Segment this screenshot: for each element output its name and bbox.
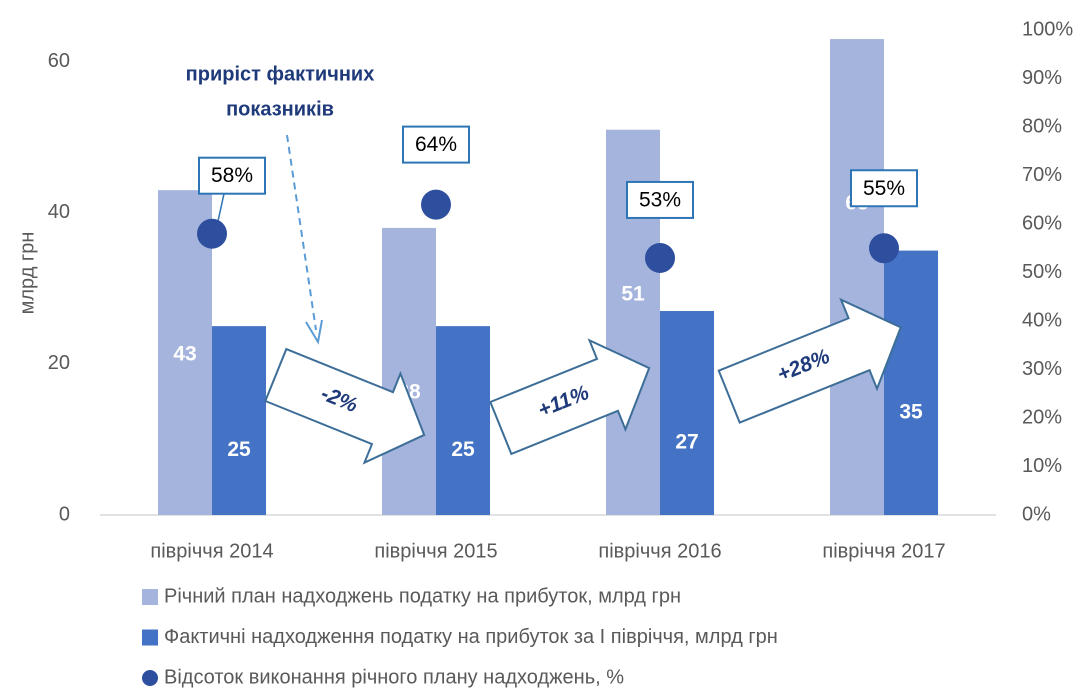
legend-marker — [142, 670, 158, 686]
y2-tick-label: 100% — [1022, 18, 1073, 40]
x-tick-label: півріччя 2016 — [598, 540, 721, 562]
point-value-label: 53% — [639, 188, 681, 211]
y2-tick-label: 90% — [1022, 67, 1062, 89]
y2-tick-label: 70% — [1022, 164, 1062, 186]
arrow-shape — [264, 347, 426, 465]
bar — [660, 311, 714, 515]
y2-tick-label: 60% — [1022, 212, 1062, 234]
point-value-label: 58% — [211, 164, 253, 187]
y-tick-label: 40 — [48, 201, 70, 223]
y2-tick-label: 10% — [1022, 455, 1062, 477]
bar — [212, 326, 266, 515]
arrow-shape — [717, 297, 903, 424]
legend-label: Річний план надходжень податку на прибут… — [164, 585, 681, 607]
y-tick-label: 0 — [59, 503, 70, 525]
bar-value-label: 35 — [899, 400, 923, 423]
bar — [382, 227, 436, 515]
y2-tick-label: 0% — [1022, 503, 1051, 525]
label-box — [402, 125, 470, 164]
bar — [830, 39, 884, 515]
point — [197, 218, 227, 249]
bar-value-label: 25 — [227, 438, 251, 461]
y2-tick-label: 50% — [1022, 261, 1062, 283]
label-box — [626, 180, 694, 219]
point — [645, 242, 675, 273]
point-value-label: 55% — [863, 177, 905, 200]
growth-arrow: +11% — [489, 338, 651, 456]
label-box — [198, 156, 266, 195]
label-box — [850, 169, 918, 208]
bar — [884, 250, 938, 515]
annotation: приріст фактичних — [186, 63, 375, 85]
x-tick-label: півріччя 2015 — [374, 540, 497, 562]
point-value-label: 64% — [415, 133, 457, 156]
y-tick-label: 20 — [48, 352, 70, 374]
bar-value-label: 43 — [173, 343, 196, 366]
bar-value-label: 25 — [451, 438, 475, 461]
growth-arrow: +28% — [717, 297, 903, 424]
bar-value-label: 51 — [621, 282, 645, 305]
y2-tick-label: 20% — [1022, 406, 1062, 428]
x-tick-label: півріччя 2014 — [150, 540, 273, 562]
x-tick-label: півріччя 2017 — [822, 540, 945, 562]
annotation-arrow — [286, 134, 317, 331]
y2-tick-label: 80% — [1022, 115, 1062, 137]
point — [869, 233, 899, 264]
y-axis-label: млрд грн — [16, 232, 38, 315]
annotation: показників — [226, 98, 334, 120]
point — [421, 189, 451, 220]
bar-value-label: 27 — [675, 431, 698, 454]
legend-label: Відсоток виконання річного плану надходж… — [164, 666, 624, 688]
bar — [436, 326, 490, 515]
legend-marker — [142, 589, 158, 605]
arrow-shape — [489, 338, 651, 456]
y2-tick-label: 40% — [1022, 309, 1062, 331]
growth-arrow: -2% — [264, 347, 426, 465]
y2-tick-label: 30% — [1022, 358, 1062, 380]
legend-marker — [142, 629, 158, 646]
annotation-arrowhead — [305, 319, 323, 345]
legend-label: Фактичні надходження податку на прибуток… — [164, 626, 778, 648]
y-tick-label: 60 — [48, 50, 70, 72]
